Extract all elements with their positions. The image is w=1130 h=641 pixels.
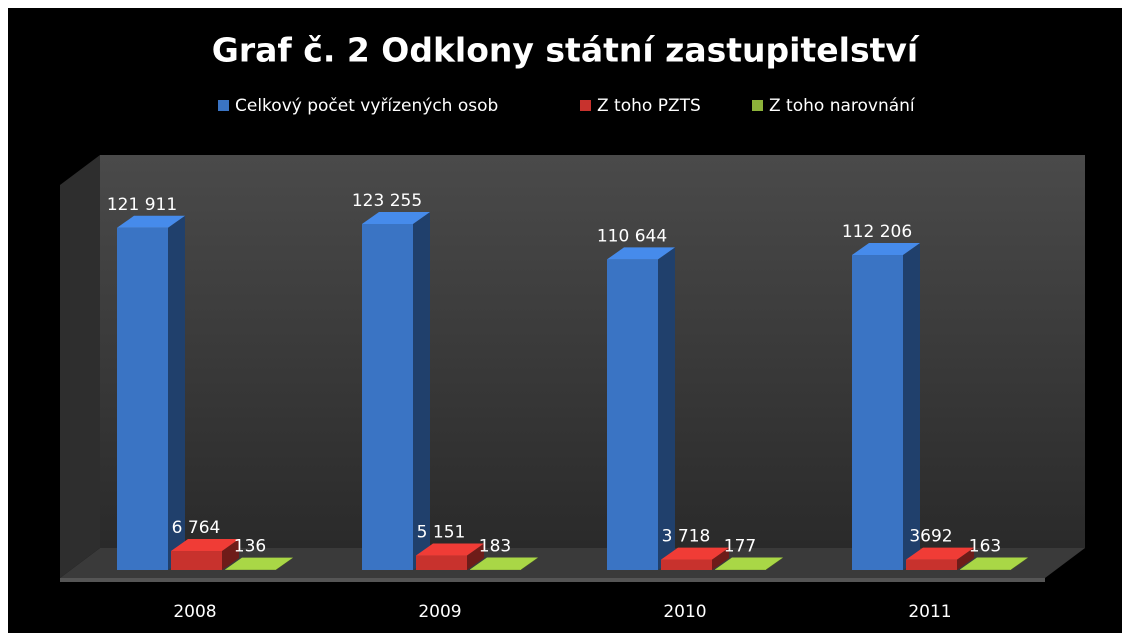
bar-top — [117, 215, 185, 228]
legend-swatch — [580, 100, 591, 111]
data-label: 3692 — [909, 527, 952, 547]
bar-top — [960, 557, 1028, 570]
x-tick-label: 2008 — [173, 602, 216, 622]
data-label: 183 — [479, 536, 511, 556]
data-label: 6 764 — [172, 518, 221, 538]
data-label: 3 718 — [662, 527, 711, 547]
bar — [661, 559, 712, 570]
bar-top — [852, 243, 920, 256]
bar-side — [903, 243, 920, 571]
bar-top — [715, 557, 783, 570]
legend-swatch — [218, 100, 229, 111]
legend-label: Z toho PZTS — [597, 96, 701, 116]
bar-top — [661, 547, 729, 560]
floor — [60, 548, 1085, 578]
bar-top — [607, 247, 675, 260]
back-wall — [100, 155, 1085, 548]
data-label: 112 206 — [842, 222, 912, 242]
bar — [117, 227, 168, 570]
bar-top — [362, 212, 430, 224]
floor-edge — [60, 578, 1045, 582]
bar — [362, 224, 413, 570]
bar-side — [467, 543, 484, 570]
x-tick-label: 2009 — [418, 602, 461, 622]
bar-side — [168, 215, 185, 570]
bar-side — [957, 547, 974, 570]
bar — [416, 555, 467, 570]
data-label: 110 644 — [597, 226, 667, 246]
bar-side — [658, 247, 675, 570]
legend-label: Celkový počet vyřízených osob — [235, 96, 498, 116]
data-label: 163 — [969, 537, 1001, 557]
data-label: 123 255 — [352, 191, 422, 211]
bar-side — [276, 557, 293, 570]
data-label: 177 — [724, 537, 756, 557]
bar-side — [766, 557, 783, 570]
bar-side — [413, 212, 430, 570]
bar-side — [712, 547, 729, 570]
chart-title: Graf č. 2 Odklony státní zastupitelství — [212, 31, 920, 70]
side-wall — [60, 155, 100, 578]
bar — [470, 569, 521, 570]
bar-top — [171, 539, 239, 552]
bar-side — [521, 557, 538, 570]
bar-side — [1011, 557, 1028, 570]
bar — [607, 259, 658, 570]
bar-top — [470, 557, 538, 570]
bar-top — [906, 547, 974, 560]
bar — [852, 255, 903, 571]
bar-top — [225, 557, 293, 570]
legend-label: Z toho narovnání — [769, 96, 916, 116]
data-label: 5 151 — [417, 523, 466, 543]
bar — [171, 551, 222, 570]
data-label: 121 911 — [107, 195, 177, 215]
data-label: 136 — [234, 537, 266, 557]
x-tick-label: 2010 — [663, 602, 706, 622]
bar-top — [416, 543, 484, 556]
bar-side — [222, 539, 239, 570]
legend-swatch — [752, 100, 763, 111]
x-tick-label: 2011 — [908, 602, 951, 622]
bar — [906, 559, 957, 570]
